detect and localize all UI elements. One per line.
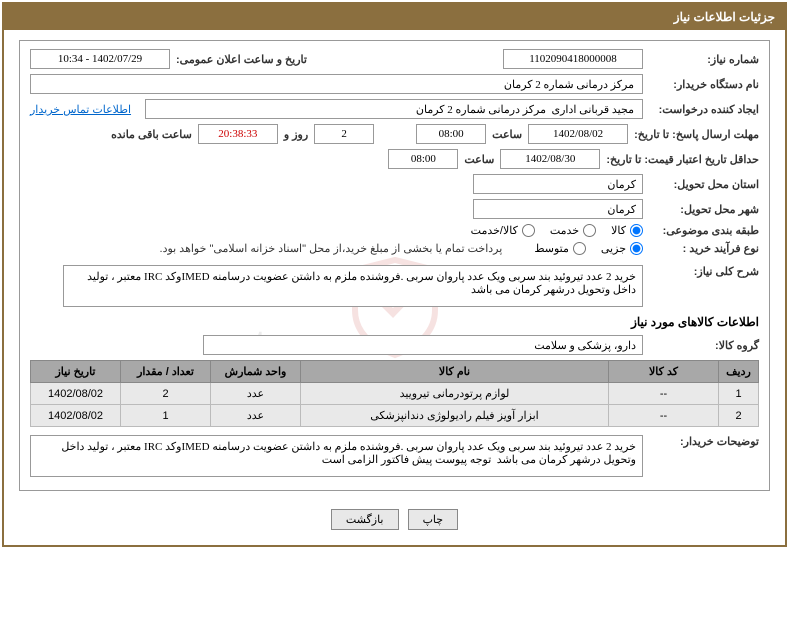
need-number-label: شماره نیاز: [649,53,759,66]
main-panel: جزئیات اطلاعات نیاز IranTender.net شماره… [2,2,787,547]
announce-field [30,49,170,69]
content-area: IranTender.net شماره نیاز: تاریخ و ساعت … [4,30,785,545]
table-cell: 2 [719,405,759,427]
buyer-desc-textarea [30,435,643,477]
buyer-desc-label: توضیحات خریدار: [649,435,759,448]
table-cell: 2 [121,383,211,405]
table-cell: عدد [211,405,301,427]
province-label: استان محل تحویل: [649,178,759,191]
th-row: ردیف [719,361,759,383]
days-remain-field [314,124,374,144]
city-label: شهر محل تحویل: [649,203,759,216]
goods-table: ردیف کد کالا نام کالا واحد شمارش تعداد /… [30,360,759,427]
table-cell: 1 [121,405,211,427]
table-cell: 1402/08/02 [31,405,121,427]
time-remain-field [198,124,278,144]
table-row: 2--ابزار آویز فیلم رادیولوژی دندانپزشکیع… [31,405,759,427]
goods-section-title: اطلاعات کالاهای مورد نیاز [30,315,759,329]
time-label-1: ساعت [492,128,522,141]
buyer-org-label: نام دستگاه خریدار: [649,78,759,91]
category-label: طبقه بندی موضوعی: [649,224,759,237]
main-fieldset: شماره نیاز: تاریخ و ساعت اعلان عمومی: نا… [19,40,770,491]
table-cell: ابزار آویز فیلم رادیولوژی دندانپزشکی [301,405,609,427]
validity-label: حداقل تاریخ اعتبار قیمت: تا تاریخ: [606,153,759,166]
table-cell: -- [609,383,719,405]
radio-medium[interactable]: متوسط [534,242,586,255]
category-radio-group: کالا خدمت کالا/خدمت [471,224,643,237]
announce-label: تاریخ و ساعت اعلان عمومی: [176,53,307,66]
table-cell: 1402/08/02 [31,383,121,405]
group-field [203,335,643,355]
days-remain-label: روز و [284,128,308,141]
need-number-field [503,49,643,69]
city-field [473,199,643,219]
requester-label: ایجاد کننده درخواست: [649,103,759,116]
process-note: پرداخت تمام یا بخشی از مبلغ خرید،از محل … [160,242,503,255]
table-cell: عدد [211,383,301,405]
deadline-date-field [528,124,628,144]
radio-both[interactable]: کالا/خدمت [471,224,535,237]
province-field [473,174,643,194]
th-name: نام کالا [301,361,609,383]
validity-time-field [388,149,458,169]
contact-link[interactable]: اطلاعات تماس خریدار [30,103,131,116]
table-row: 1--لوازم پرتودرمانی تیروییدعدد21402/08/0… [31,383,759,405]
button-row: چاپ بازگشت [19,499,770,535]
requester-field [145,99,643,119]
validity-date-field [500,149,600,169]
time-label-2: ساعت [464,153,494,166]
process-radio-group: جزیی متوسط [534,242,643,255]
radio-goods[interactable]: کالا [611,224,643,237]
deadline-time-field [416,124,486,144]
th-qty: تعداد / مقدار [121,361,211,383]
buyer-org-field [30,74,643,94]
print-button[interactable]: چاپ [408,509,459,530]
table-cell: 1 [719,383,759,405]
radio-service[interactable]: خدمت [550,224,596,237]
summary-textarea [63,265,643,307]
deadline-send-label: مهلت ارسال پاسخ: تا تاریخ: [634,128,759,141]
radio-partial[interactable]: جزیی [601,242,643,255]
table-cell: لوازم پرتودرمانی تیرویید [301,383,609,405]
th-code: کد کالا [609,361,719,383]
th-unit: واحد شمارش [211,361,301,383]
panel-title: جزئیات اطلاعات نیاز [4,4,785,30]
process-label: نوع فرآیند خرید : [649,242,759,255]
back-button[interactable]: بازگشت [331,509,399,530]
time-remain-label: ساعت باقی مانده [111,128,192,141]
table-cell: -- [609,405,719,427]
group-label: گروه کالا: [649,339,759,352]
summary-label: شرح کلی نیاز: [649,265,759,278]
th-date: تاریخ نیاز [31,361,121,383]
